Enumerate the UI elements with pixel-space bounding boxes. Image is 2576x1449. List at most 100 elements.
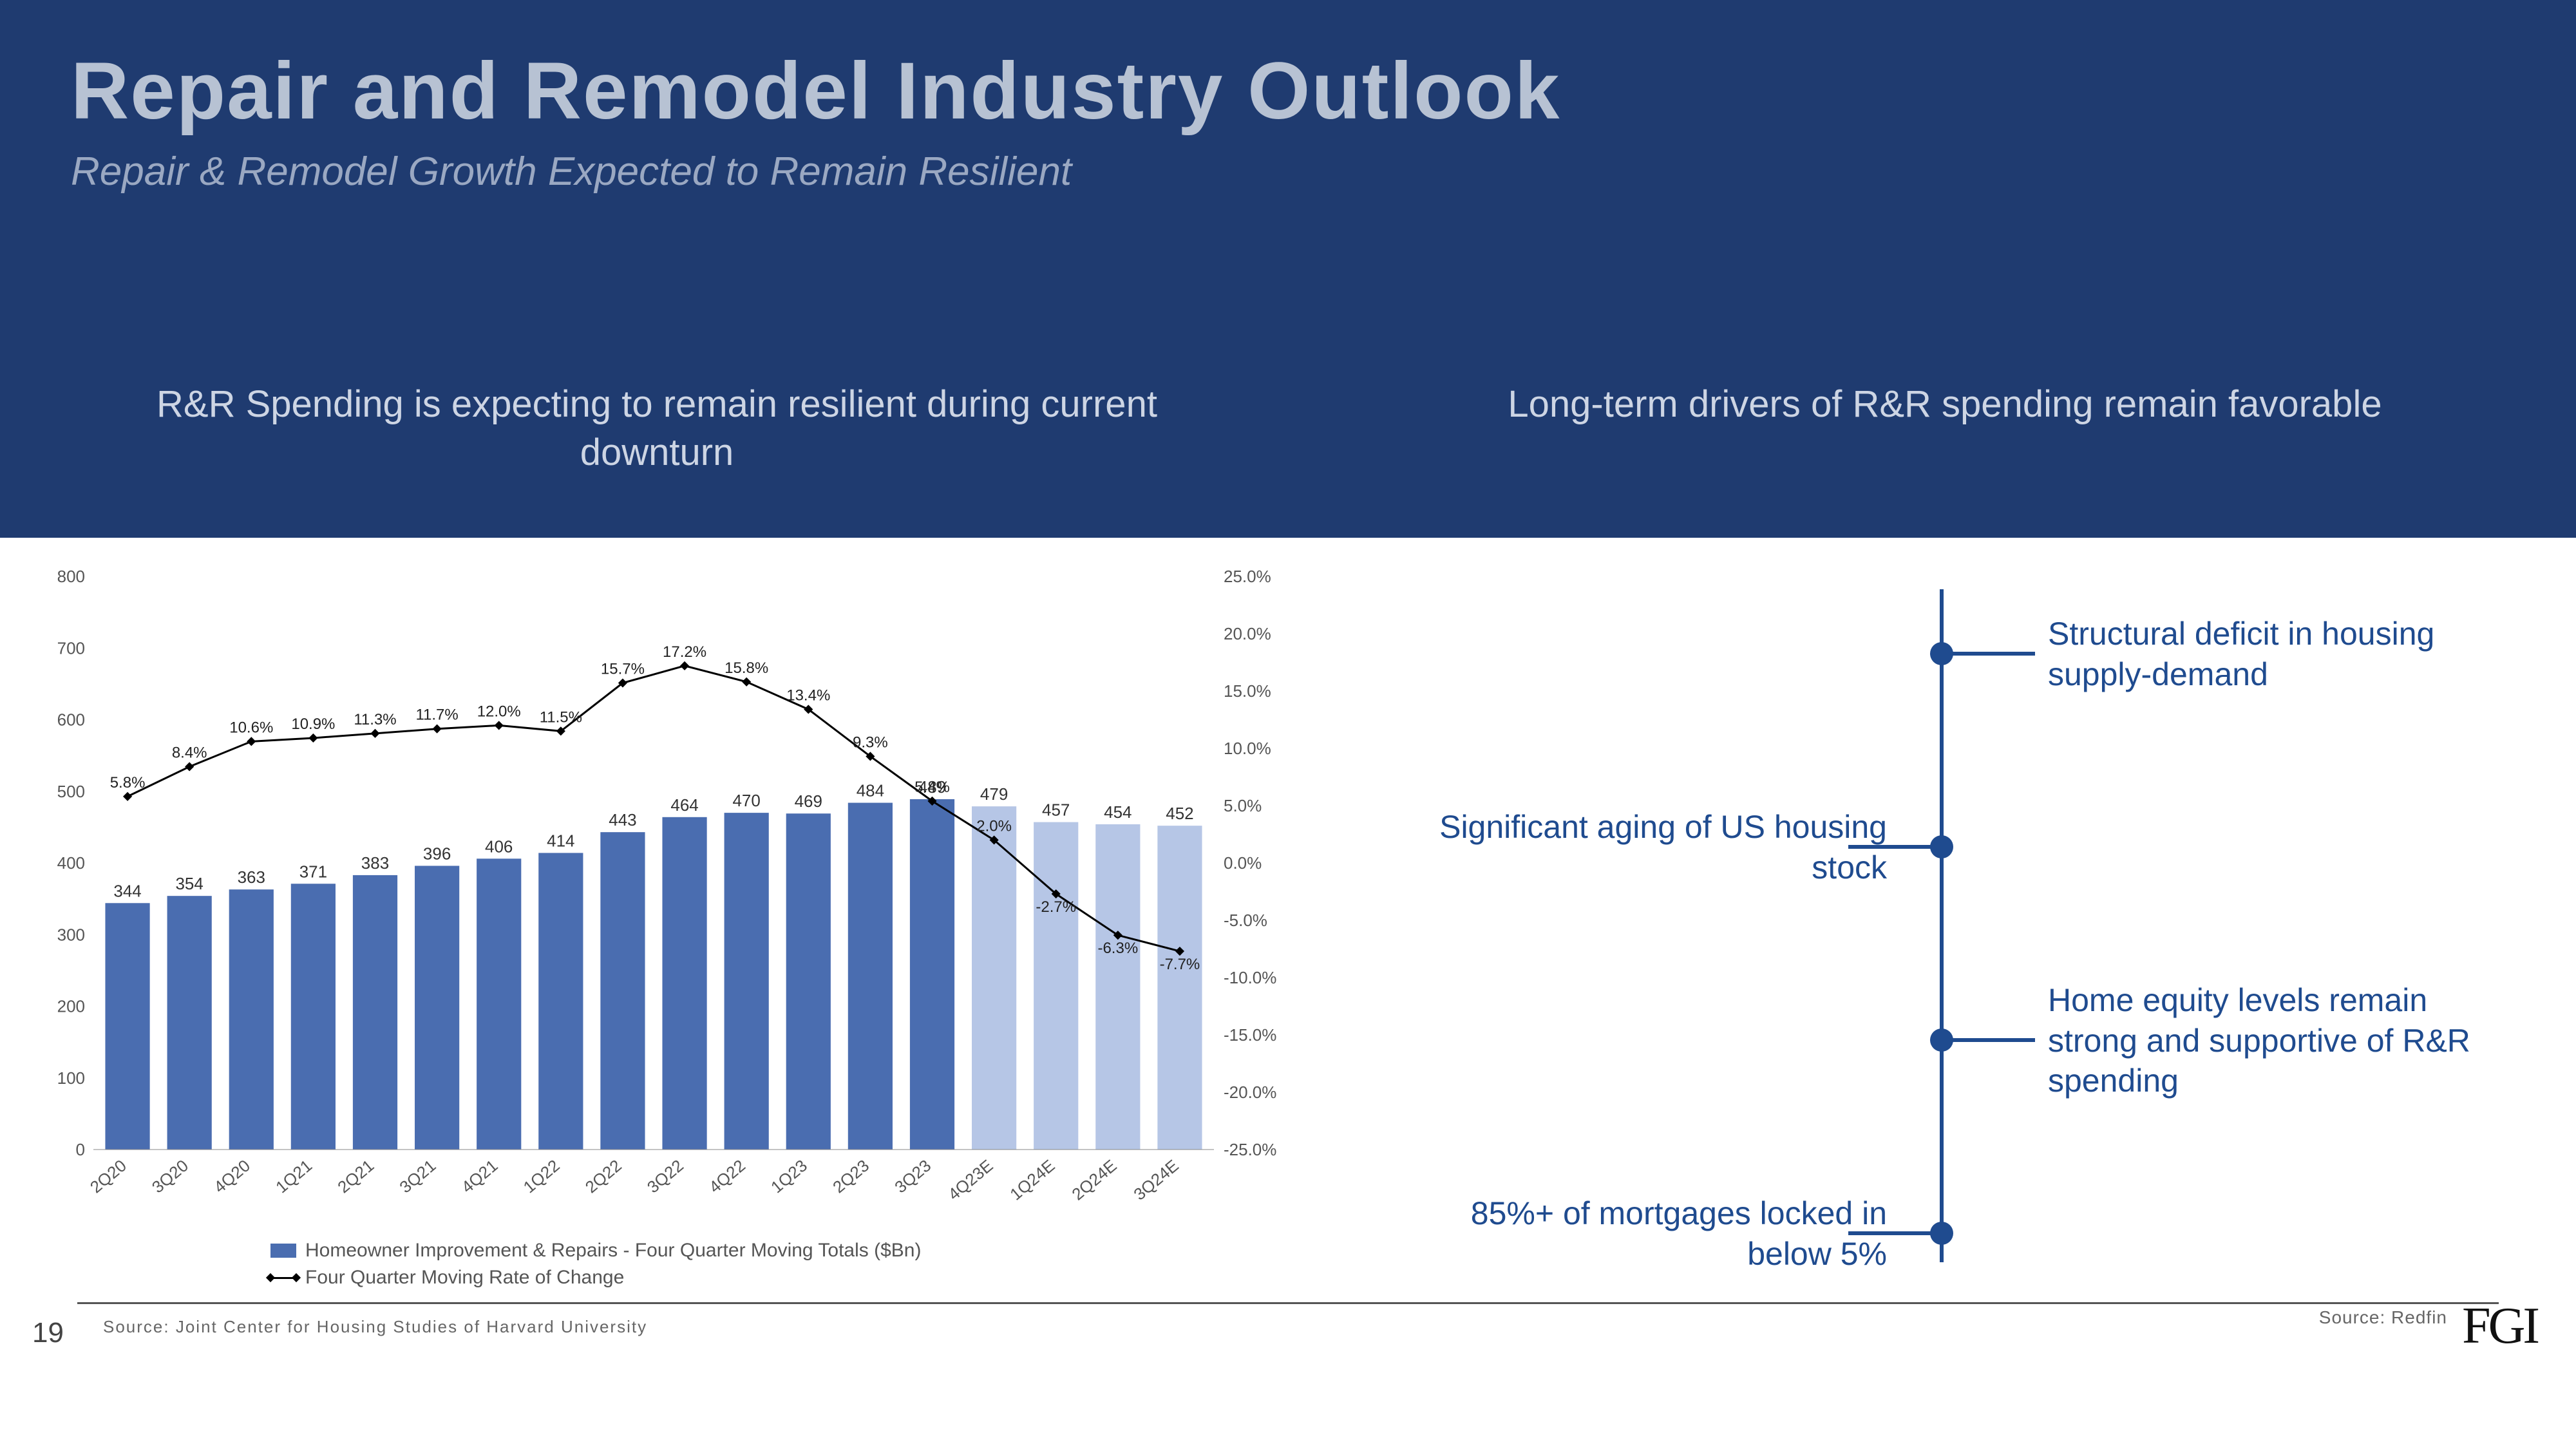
rr-spending-chart: 0 100 200 300 400 500 600 700 800 25.0% 20.0% 15.0%… [32, 551, 1307, 1233]
svg-text:11.3%: 11.3% [354, 711, 396, 728]
svg-text:5.4%: 5.4% [914, 779, 950, 796]
page-number: 19 [32, 1317, 64, 1349]
page-title: Repair and Remodel Industry Outlook [71, 45, 2505, 137]
svg-text:20.0%: 20.0% [1224, 624, 1271, 643]
svg-text:200: 200 [57, 997, 85, 1016]
svg-text:396: 396 [423, 844, 451, 863]
svg-text:800: 800 [57, 567, 85, 586]
header: Repair and Remodel Industry Outlook Repa… [0, 0, 2576, 538]
page-subtitle: Repair & Remodel Growth Expected to Rema… [71, 149, 2505, 194]
svg-text:354: 354 [175, 874, 203, 893]
svg-text:344: 344 [113, 881, 141, 900]
svg-text:-25.0%: -25.0% [1224, 1140, 1276, 1159]
svg-text:-7.7%: -7.7% [1160, 956, 1200, 973]
legend-bar-row: Homeowner Improvement & Repairs - Four Q… [270, 1240, 921, 1262]
svg-text:25.0%: 25.0% [1224, 567, 1271, 586]
svg-text:-10.0%: -10.0% [1224, 968, 1276, 987]
chart-legend: Homeowner Improvement & Repairs - Four Q… [270, 1240, 921, 1294]
svg-text:443: 443 [609, 810, 636, 829]
svg-text:414: 414 [547, 831, 574, 850]
svg-text:363: 363 [238, 867, 265, 887]
svg-text:12.0%: 12.0% [477, 703, 521, 720]
legend-bar-label: Homeowner Improvement & Repairs - Four Q… [305, 1240, 921, 1262]
svg-text:5.0%: 5.0% [1224, 796, 1262, 815]
driver-text: Structural deficit in housing supply-dem… [2048, 614, 2499, 694]
svg-text:457: 457 [1042, 800, 1070, 820]
chart-svg: 0 100 200 300 400 500 600 700 800 25.0% 20.0% 15.0%… [32, 551, 1307, 1233]
svg-text:406: 406 [485, 837, 513, 856]
svg-text:15.8%: 15.8% [724, 659, 768, 677]
svg-text:371: 371 [299, 862, 327, 881]
svg-text:-20.0%: -20.0% [1224, 1083, 1276, 1102]
legend-swatch-line [270, 1277, 296, 1279]
svg-text:11.5%: 11.5% [540, 708, 582, 726]
chart-source: Source: Joint Center for Housing Studies… [103, 1317, 647, 1337]
svg-text:3Q22: 3Q22 [643, 1156, 687, 1197]
svg-text:2Q23: 2Q23 [829, 1156, 873, 1197]
drivers-source: Source: Redfin [2319, 1307, 2447, 1328]
svg-text:2Q21: 2Q21 [334, 1156, 377, 1197]
section-heading-right: Long-term drivers of R&R spending remain… [1314, 380, 2576, 477]
svg-text:3Q21: 3Q21 [395, 1156, 439, 1197]
driver-text: Significant aging of US housing stock [1397, 807, 1887, 887]
driver-stem [1942, 652, 2035, 656]
svg-text:400: 400 [57, 853, 85, 873]
svg-text:10.9%: 10.9% [291, 715, 335, 733]
svg-text:2Q24E: 2Q24E [1068, 1156, 1120, 1204]
svg-text:484: 484 [857, 781, 884, 800]
svg-text:4Q20: 4Q20 [210, 1156, 254, 1197]
legend-line-label: Four Quarter Moving Rate of Change [305, 1267, 624, 1289]
brand-logo: FGI [2462, 1297, 2537, 1356]
svg-text:-5.0%: -5.0% [1224, 911, 1267, 930]
svg-text:10.0%: 10.0% [1224, 739, 1271, 758]
svg-text:4Q21: 4Q21 [458, 1156, 502, 1197]
svg-text:1Q23: 1Q23 [767, 1156, 811, 1197]
svg-text:700: 700 [57, 638, 85, 658]
svg-text:11.7%: 11.7% [415, 706, 458, 724]
svg-text:15.7%: 15.7% [601, 661, 645, 678]
svg-text:454: 454 [1104, 802, 1132, 822]
svg-text:1Q24E: 1Q24E [1006, 1156, 1058, 1204]
svg-text:-2.7%: -2.7% [1036, 898, 1076, 916]
svg-text:9.3%: 9.3% [853, 734, 888, 751]
section-heading-left: R&R Spending is expecting to remain resi… [0, 380, 1314, 477]
svg-text:383: 383 [361, 853, 389, 873]
svg-text:3Q24E: 3Q24E [1130, 1156, 1182, 1204]
legend-line-row: Four Quarter Moving Rate of Change [270, 1267, 921, 1289]
content: 0 100 200 300 400 500 600 700 800 25.0% 20.0% 15.0%… [0, 538, 2576, 1368]
slide: Repair and Remodel Industry Outlook Repa… [0, 0, 2576, 1449]
drivers-vertical-line [1940, 589, 1944, 1262]
svg-text:0.0%: 0.0% [1224, 853, 1262, 873]
footer-rule [77, 1302, 2499, 1304]
svg-text:13.4%: 13.4% [786, 687, 830, 704]
svg-text:-6.3%: -6.3% [1097, 940, 1138, 957]
svg-text:470: 470 [732, 791, 760, 810]
legend-swatch-bar [270, 1244, 296, 1258]
svg-text:-15.0%: -15.0% [1224, 1025, 1276, 1045]
drivers-diagram: Structural deficit in housing supply-dem… [1352, 564, 2512, 1272]
svg-text:4Q22: 4Q22 [705, 1156, 749, 1197]
svg-text:8.4%: 8.4% [172, 744, 207, 761]
svg-text:5.8%: 5.8% [110, 774, 146, 791]
svg-text:2.0%: 2.0% [976, 817, 1012, 835]
driver-text: 85%+ of mortgages locked in below 5% [1397, 1193, 1887, 1274]
svg-text:100: 100 [57, 1068, 85, 1088]
svg-text:600: 600 [57, 710, 85, 730]
section-headings: R&R Spending is expecting to remain resi… [0, 380, 2576, 477]
svg-text:2Q20: 2Q20 [86, 1156, 130, 1197]
svg-text:4Q23E: 4Q23E [944, 1156, 996, 1204]
svg-text:2Q22: 2Q22 [582, 1156, 625, 1197]
svg-text:0: 0 [76, 1140, 85, 1159]
driver-text: Home equity levels remain strong and sup… [2048, 980, 2499, 1101]
svg-text:500: 500 [57, 782, 85, 801]
svg-text:3Q23: 3Q23 [891, 1156, 934, 1197]
svg-text:300: 300 [57, 925, 85, 944]
driver-stem [1942, 1038, 2035, 1042]
svg-text:452: 452 [1166, 804, 1193, 823]
svg-text:469: 469 [795, 791, 822, 811]
svg-text:1Q22: 1Q22 [520, 1156, 564, 1197]
svg-text:10.6%: 10.6% [229, 719, 273, 736]
svg-text:479: 479 [980, 784, 1008, 804]
svg-text:1Q21: 1Q21 [272, 1156, 316, 1197]
svg-text:15.0%: 15.0% [1224, 681, 1271, 701]
